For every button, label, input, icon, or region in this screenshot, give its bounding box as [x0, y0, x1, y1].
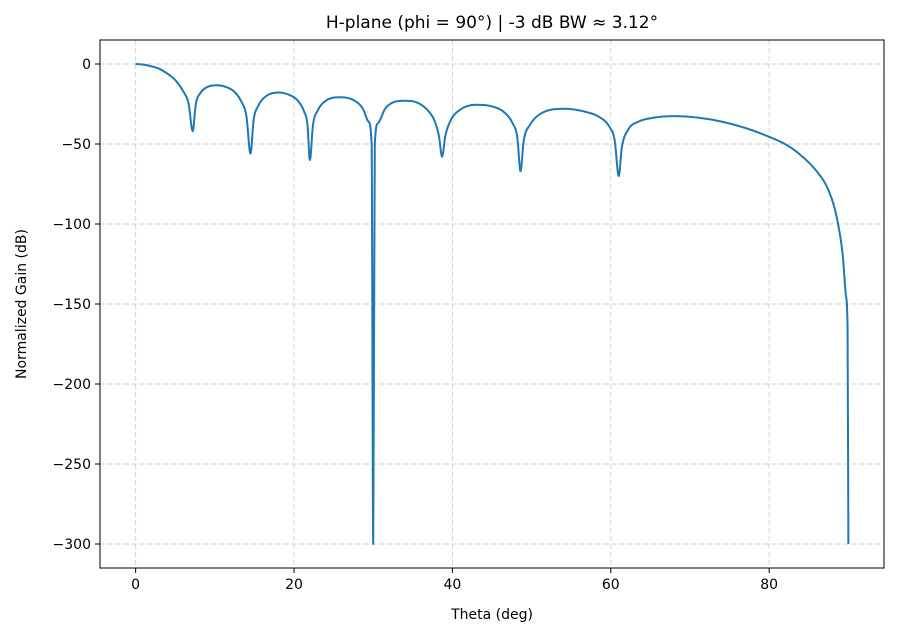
series-line [135, 63, 850, 545]
y-tick-label: −300 [53, 537, 91, 553]
y-axis-label: Normalized Gain (dB) [14, 229, 30, 379]
y-tick-label: 0 [82, 57, 91, 73]
x-tick-label: 80 [760, 577, 778, 593]
y-tick-label: −250 [53, 457, 91, 473]
chart-title: H-plane (phi = 90°) | -3 dB BW ≈ 3.12° [326, 13, 658, 33]
y-tick-label: −150 [53, 297, 91, 313]
y-tick-label: −200 [53, 377, 91, 393]
y-tick-label: −100 [53, 217, 91, 233]
x-tick-label: 60 [602, 577, 620, 593]
x-tick-label: 40 [443, 577, 461, 593]
x-tick-label: 0 [131, 577, 140, 593]
grid [100, 40, 884, 568]
y-tick-label: −50 [61, 137, 91, 153]
plot-frame [99, 39, 885, 569]
x-axis-ticks: 0 20 40 60 80 [131, 568, 778, 593]
x-axis-label: Theta (deg) [450, 607, 533, 623]
y-axis-ticks: 0 −50 −100 −150 −200 −250 −300 [53, 57, 100, 553]
x-tick-label: 20 [285, 577, 303, 593]
